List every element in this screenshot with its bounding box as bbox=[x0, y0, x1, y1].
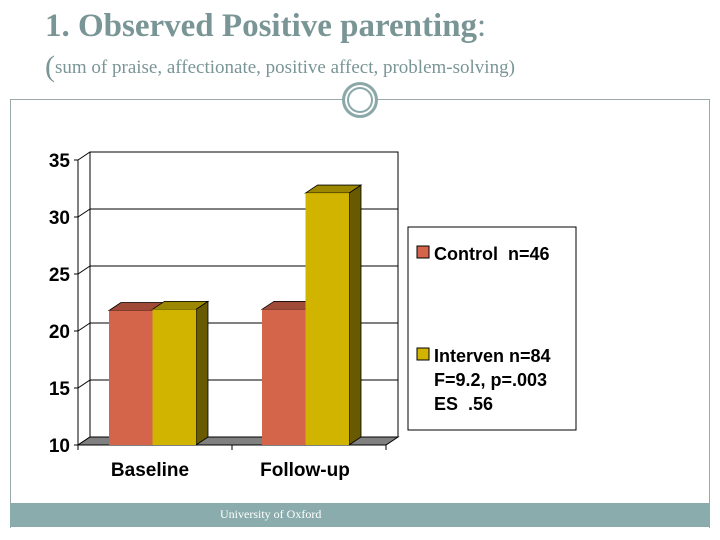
slide-border-right bbox=[709, 100, 710, 528]
y-tick-label: 20 bbox=[49, 322, 70, 343]
slide-title: 1. Observed Positive parenting: bbox=[45, 8, 486, 45]
x-tick-label: Follow-up bbox=[260, 460, 350, 481]
tick-diagonal bbox=[77, 265, 91, 275]
y-tick-label: 15 bbox=[49, 379, 71, 400]
y-tick-label: 10 bbox=[49, 436, 70, 457]
decorative-ring-icon bbox=[342, 82, 378, 118]
bar bbox=[305, 193, 349, 445]
title-text: 1. Observed Positive parenting bbox=[45, 8, 478, 44]
x-tick-label: Baseline bbox=[111, 460, 189, 481]
legend-label-intervention: Interven n=84 bbox=[434, 346, 551, 366]
slide-border-left bbox=[10, 100, 11, 528]
y-tick-label: 25 bbox=[49, 265, 71, 286]
bar-side bbox=[348, 184, 362, 446]
footer-text: University of Oxford bbox=[220, 507, 322, 521]
y-tick-label: 35 bbox=[49, 151, 71, 172]
bar bbox=[109, 310, 153, 445]
title-colon: : bbox=[477, 8, 487, 44]
tick-diagonal bbox=[77, 379, 91, 389]
legend-swatch-intervention bbox=[416, 347, 430, 361]
legend-annotation: ES .56 bbox=[434, 394, 493, 414]
footer-bar: University of Oxford bbox=[10, 503, 710, 527]
legend-annotation: F=9.2, p=.003 bbox=[434, 370, 547, 390]
y-tick-label: 30 bbox=[49, 208, 70, 229]
legend-label-control: Control n=46 bbox=[434, 244, 550, 264]
bar-side bbox=[195, 300, 209, 446]
tick-diagonal bbox=[77, 322, 91, 332]
subtitle-text: sum of praise, affectionate, positive af… bbox=[55, 57, 515, 78]
bar bbox=[152, 309, 196, 445]
slide-subtitle: (sum of praise, affectionate, positive a… bbox=[45, 50, 515, 84]
tick-diagonal bbox=[77, 208, 91, 218]
legend-box bbox=[407, 226, 577, 431]
subtitle-paren: ( bbox=[45, 50, 55, 83]
bar bbox=[262, 309, 306, 445]
legend-swatch-control bbox=[416, 245, 430, 259]
tick-diagonal bbox=[77, 151, 91, 161]
